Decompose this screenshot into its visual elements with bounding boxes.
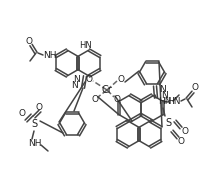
Text: S: S (31, 119, 37, 129)
Text: N: N (74, 75, 80, 83)
Text: O: O (192, 83, 198, 92)
Text: HN: HN (80, 41, 92, 49)
Text: O: O (26, 37, 32, 45)
Text: O: O (92, 96, 98, 104)
Text: NH: NH (43, 50, 57, 60)
Text: HN: HN (158, 98, 172, 106)
Text: O: O (114, 96, 120, 104)
Text: S: S (165, 118, 171, 128)
Text: N: N (72, 81, 78, 89)
Text: O: O (118, 75, 124, 85)
Text: N: N (161, 90, 167, 100)
Text: O: O (18, 110, 26, 119)
Text: HN: HN (167, 96, 181, 106)
Text: O: O (181, 127, 189, 136)
Text: O: O (178, 138, 184, 146)
Text: O: O (35, 102, 43, 111)
Text: O: O (86, 75, 92, 85)
Text: NH: NH (28, 140, 42, 148)
Text: N: N (160, 85, 166, 94)
Text: Cr: Cr (102, 85, 112, 95)
